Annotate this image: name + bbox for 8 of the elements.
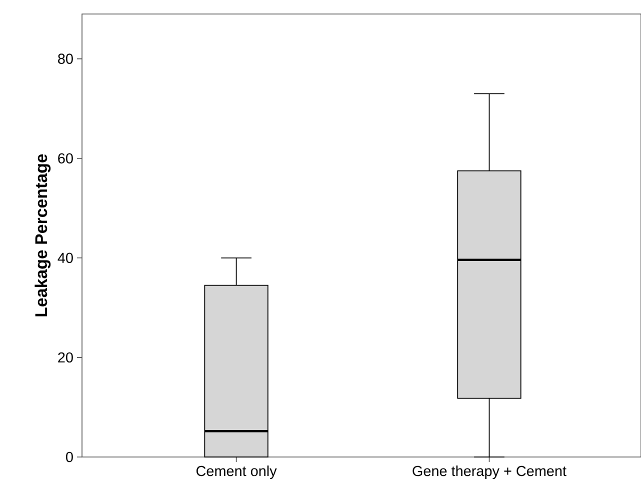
y-tick-label: 60 [58, 153, 73, 164]
y-tick-label: 40 [58, 252, 73, 264]
x-tick-label: Cement only [196, 466, 277, 479]
x-tick-label: Gene therapy + Cement [412, 466, 566, 479]
y-axis-title: Leakage Percentage [34, 154, 51, 316]
y-tick-label: 0 [66, 452, 73, 462]
y-tick-label: 80 [58, 54, 73, 64]
y-tick-label: 20 [58, 352, 73, 363]
